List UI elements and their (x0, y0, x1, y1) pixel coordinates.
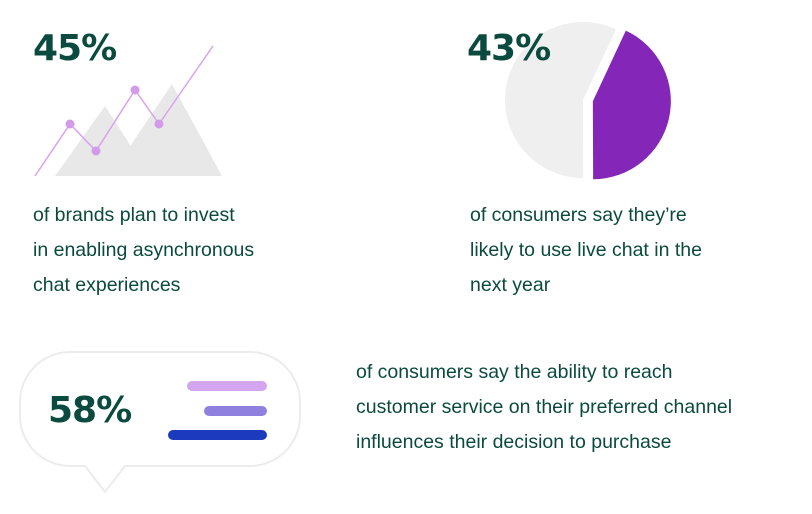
descriptions: of brands plan to invest in enabling asyn… (33, 204, 732, 453)
stat-value: 45% (33, 28, 116, 69)
stat-description-line: influences their decision to purchase (356, 431, 671, 453)
stat-value: 43% (467, 28, 550, 69)
pie-chart (505, 22, 671, 180)
speech-bubble (19, 351, 301, 494)
stat-description-line: customer service on their preferred chan… (356, 396, 732, 418)
stat-description-line: of consumers say the ability to reach (356, 361, 673, 383)
stat-description-line: likely to use live chat in the (470, 239, 702, 261)
stat-description-line: next year (470, 274, 551, 296)
stat-description-line: of brands plan to invest (33, 204, 235, 226)
stat-value: 58% (48, 390, 131, 431)
trend-illustration (34, 45, 222, 177)
stat-description-line: chat experiences (33, 274, 181, 296)
pie-rest (505, 22, 616, 179)
pie-slice (592, 30, 671, 180)
stat-description-line: of consumers say they’re (470, 204, 687, 226)
stat-description-line: in enabling asynchronous (33, 239, 254, 261)
